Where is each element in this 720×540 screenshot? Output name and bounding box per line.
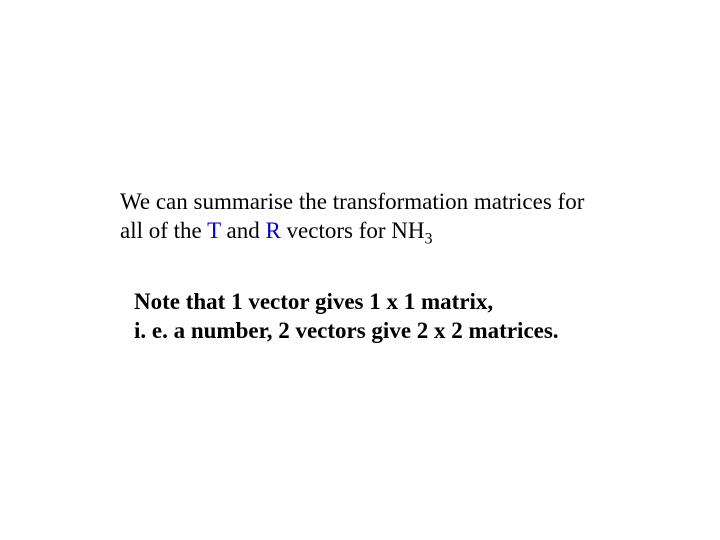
note-paragraph: Note that 1 vector gives 1 x 1 matrix, i… (134, 288, 614, 346)
text-segment: and (221, 218, 266, 243)
slide: We can summarise the transformation matr… (0, 0, 720, 540)
note-line-1: Note that 1 vector gives 1 x 1 matrix, (134, 289, 493, 314)
t-vector-symbol: T (207, 218, 221, 243)
summary-paragraph: We can summarise the transformation matr… (120, 188, 600, 249)
text-segment: vectors for NH (281, 218, 425, 243)
subscript-3: 3 (425, 230, 433, 247)
note-line-2: i. e. a number, 2 vectors give 2 x 2 mat… (134, 318, 559, 343)
r-vector-symbol: R (265, 218, 280, 243)
